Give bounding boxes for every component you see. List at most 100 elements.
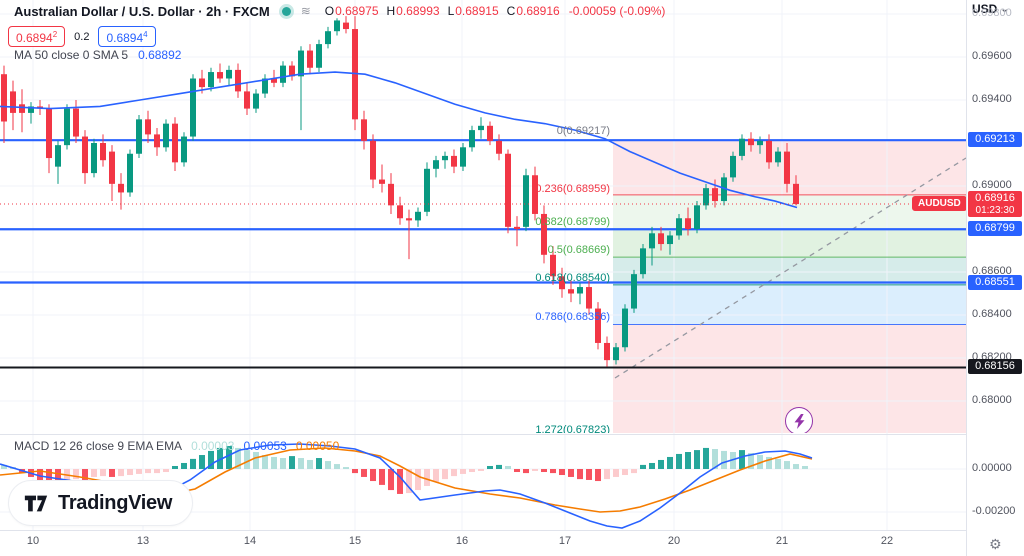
candle-body[interactable] <box>496 140 502 154</box>
candle-body[interactable] <box>424 168 430 212</box>
candle-body[interactable] <box>631 274 637 309</box>
candle-body[interactable] <box>253 93 259 109</box>
candle-body[interactable] <box>658 233 664 245</box>
candle-body[interactable] <box>739 138 745 156</box>
candle-body[interactable] <box>415 211 421 221</box>
candle-body[interactable] <box>262 78 268 94</box>
candle-body[interactable] <box>172 123 178 163</box>
candle-body[interactable] <box>451 155 457 167</box>
candle-body[interactable] <box>478 125 484 131</box>
candle-body[interactable] <box>289 65 295 77</box>
candle-body[interactable] <box>460 147 466 167</box>
price-axis[interactable]: USD ⌄ 0.69800 0.69600 0.69400 0.69000 0.6860… <box>967 0 1024 556</box>
quick-trade-button[interactable] <box>785 407 813 433</box>
candle-body[interactable] <box>388 183 394 206</box>
candle-body[interactable] <box>154 134 160 148</box>
candle-body[interactable] <box>190 78 196 137</box>
candle-body[interactable] <box>676 218 682 236</box>
candle-body[interactable] <box>361 119 367 141</box>
candle-body[interactable] <box>118 183 124 193</box>
candle-body[interactable] <box>307 50 313 68</box>
candle-body[interactable] <box>64 108 70 146</box>
candle-body[interactable] <box>244 91 250 109</box>
candle-body[interactable] <box>397 205 403 219</box>
candle-body[interactable] <box>127 153 133 193</box>
candle-body[interactable] <box>28 106 34 113</box>
candle-body[interactable] <box>793 183 799 205</box>
candle-body[interactable] <box>316 44 322 68</box>
candle-body[interactable] <box>721 177 727 202</box>
candle-body[interactable] <box>208 72 214 88</box>
order-quantity[interactable]: 0.2 <box>74 30 90 43</box>
ma50-line[interactable] <box>0 71 798 209</box>
candle-body[interactable] <box>568 289 574 294</box>
candle-body[interactable] <box>487 125 493 141</box>
candle-body[interactable] <box>343 22 349 30</box>
candle-body[interactable] <box>532 175 538 214</box>
tradingview-logo[interactable]: TradingView <box>8 480 194 526</box>
candle-body[interactable] <box>469 130 475 148</box>
gear-icon[interactable]: ⚙ <box>989 536 1002 552</box>
candle-body[interactable] <box>757 140 763 146</box>
candle-body[interactable] <box>577 287 583 294</box>
candle-body[interactable] <box>433 160 439 169</box>
candle-body[interactable] <box>55 145 61 167</box>
candle-body[interactable] <box>523 175 529 227</box>
candle-body[interactable] <box>19 104 25 113</box>
candle-body[interactable] <box>703 188 709 206</box>
candle-body[interactable] <box>640 248 646 275</box>
candle-body[interactable] <box>748 138 754 146</box>
candle-body[interactable] <box>649 233 655 249</box>
candle-body[interactable] <box>541 213 547 255</box>
candle-body[interactable] <box>271 78 277 83</box>
candle-body[interactable] <box>613 347 619 361</box>
candle-body[interactable] <box>379 179 385 184</box>
symbol-title[interactable]: Australian Dollar / U.S. Dollar · 2h · F… <box>14 3 270 19</box>
buy-price-box[interactable]: 0.68944 <box>98 26 156 47</box>
candle-body[interactable] <box>667 235 673 245</box>
candle-body[interactable] <box>406 218 412 221</box>
ma-indicator-legend[interactable]: MA 50 close 0 SMA 5 0.68892 <box>14 48 181 62</box>
candle-body[interactable] <box>298 50 304 77</box>
series-menu-icon[interactable]: ≋ <box>300 4 311 18</box>
candle-body[interactable] <box>280 65 286 83</box>
candle-body[interactable] <box>1 74 7 122</box>
candle-body[interactable] <box>73 108 79 137</box>
candle-body[interactable] <box>694 205 700 229</box>
candle-body[interactable] <box>514 226 520 229</box>
candle-body[interactable] <box>712 188 718 202</box>
candle-body[interactable] <box>226 69 232 79</box>
currency-dropdown[interactable]: USD ⌄ <box>972 2 1009 16</box>
candle-body[interactable] <box>604 342 610 361</box>
candle-body[interactable] <box>334 20 340 32</box>
candle-body[interactable] <box>10 91 16 113</box>
candle-body[interactable] <box>442 155 448 161</box>
candle-body[interactable] <box>163 123 169 148</box>
candle-body[interactable] <box>100 143 106 161</box>
candle-body[interactable] <box>82 136 88 174</box>
candle-body[interactable] <box>136 119 142 154</box>
candle-body[interactable] <box>181 136 187 163</box>
candle-body[interactable] <box>325 31 331 45</box>
candle-body[interactable] <box>595 308 601 343</box>
candle-body[interactable] <box>775 151 781 163</box>
market-status-icon[interactable] <box>281 6 291 16</box>
candle-body[interactable] <box>685 218 691 229</box>
candle-body[interactable] <box>91 143 97 174</box>
candle-body[interactable] <box>622 308 628 348</box>
macd-indicator-legend[interactable]: MACD 12 26 close 9 EMA EMA 0.00003 0.000… <box>14 439 339 453</box>
candle-body[interactable] <box>109 151 115 184</box>
candle-body[interactable] <box>370 140 376 180</box>
time-axis[interactable]: 10 13 14 15 16 17 20 21 22 <box>0 531 966 556</box>
candle-body[interactable] <box>145 119 151 135</box>
candle-body[interactable] <box>505 153 511 227</box>
candle-body[interactable] <box>586 287 592 309</box>
candle-body[interactable] <box>766 140 772 163</box>
candle-body[interactable] <box>784 151 790 184</box>
sell-price-box[interactable]: 0.68942 <box>8 26 66 47</box>
candle-body[interactable] <box>730 155 736 178</box>
candle-body[interactable] <box>199 78 205 88</box>
candle-body[interactable] <box>46 108 52 159</box>
candle-body[interactable] <box>235 69 241 92</box>
